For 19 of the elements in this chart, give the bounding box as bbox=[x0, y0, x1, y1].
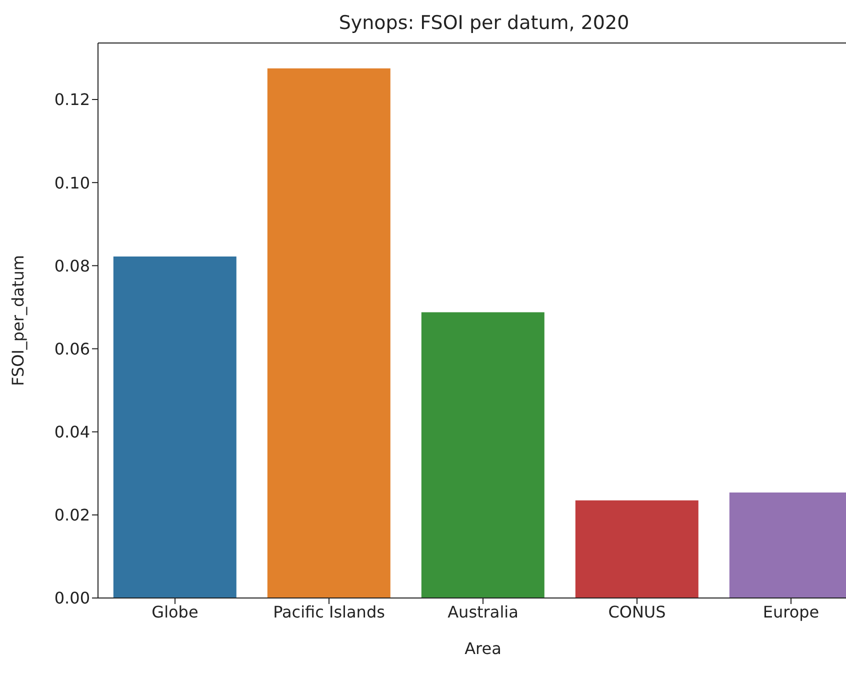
y-tick-label: 0.06 bbox=[54, 339, 90, 358]
y-tick-label: 0.10 bbox=[54, 173, 90, 192]
y-tick-label: 0.08 bbox=[54, 256, 90, 276]
x-tick-label: Europe bbox=[762, 602, 820, 622]
bar bbox=[575, 500, 698, 598]
y-axis-title: FSOI_per_datum bbox=[8, 255, 28, 386]
y-tick-label: 0.12 bbox=[54, 90, 90, 110]
y-tick-label: 0.02 bbox=[54, 506, 90, 525]
x-tick-label: Pacific Islands bbox=[273, 602, 385, 622]
bar bbox=[267, 68, 390, 598]
x-tick-label: CONUS bbox=[608, 602, 666, 622]
bar bbox=[421, 312, 544, 598]
bar bbox=[113, 256, 236, 598]
y-tick-label: 0.00 bbox=[54, 588, 90, 608]
x-axis-title: Area bbox=[464, 639, 502, 658]
x-tick-label: Australia bbox=[448, 602, 518, 622]
chart-title: Synops: FSOI per datum, 2020 bbox=[338, 12, 630, 34]
x-tick-label: Globe bbox=[152, 602, 198, 622]
y-tick-label: 0.04 bbox=[54, 422, 90, 442]
